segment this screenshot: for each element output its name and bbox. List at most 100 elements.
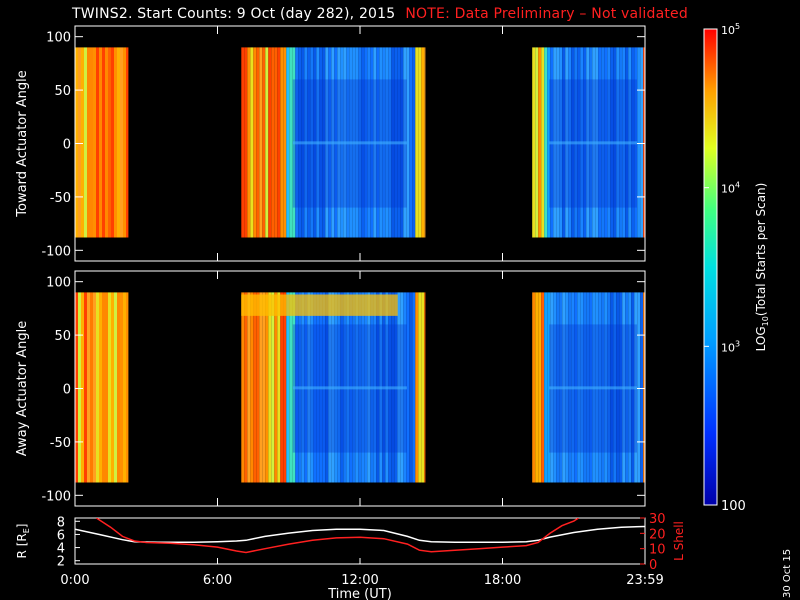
data-column	[120, 292, 123, 483]
y-tick-label: 8	[57, 515, 65, 530]
data-column	[637, 292, 641, 483]
data-column	[126, 292, 129, 483]
y-axis-label: Toward Actuator Angle	[15, 70, 30, 217]
data-column	[412, 292, 416, 483]
data-block	[75, 292, 129, 483]
y-axis-label-left: R [RE]	[15, 524, 31, 559]
x-tick-label: 6:00	[203, 573, 232, 588]
chart-title: TWINS2. Start Counts: 9 Oct (day 282), 2…	[72, 6, 688, 22]
data-column	[244, 47, 248, 238]
data-column	[259, 292, 263, 483]
preliminary-note: NOTE: Data Preliminary – Not validated	[405, 6, 688, 22]
y-tick-label: 0	[63, 138, 71, 153]
y2-tick-label: 10	[649, 543, 666, 558]
data-column	[268, 47, 272, 238]
data-column	[111, 47, 114, 238]
data-column	[93, 47, 96, 238]
orbit-frame	[74, 517, 646, 565]
data-column	[412, 47, 416, 238]
y-tick-label: -50	[50, 191, 71, 206]
data-column	[277, 47, 281, 238]
data-column	[418, 292, 422, 483]
data-column	[108, 47, 111, 238]
data-block	[241, 47, 426, 238]
data-column	[96, 47, 99, 238]
zero-band	[549, 141, 638, 145]
colorbar-tick-label: 103	[721, 339, 740, 354]
data-column	[78, 292, 81, 483]
x-tick-label: 18:00	[484, 573, 521, 588]
data-column	[105, 292, 108, 483]
heatmap-panel-toward: 100 50 0 -50 -100 Toward Actuator Angle	[15, 25, 646, 262]
data-column	[541, 47, 545, 238]
data-column	[120, 47, 123, 238]
data-column	[280, 292, 284, 483]
data-column	[286, 292, 290, 483]
data-column	[643, 292, 645, 483]
data-column	[108, 292, 111, 483]
data-column	[409, 47, 413, 238]
data-column	[544, 47, 548, 238]
lshell-series-line	[95, 518, 579, 554]
data-column	[424, 47, 426, 238]
y-tick-label: -100	[41, 489, 71, 504]
data-column	[90, 292, 93, 483]
data-column	[247, 292, 251, 483]
data-column	[415, 47, 419, 238]
y-tick-label: 4	[57, 542, 65, 557]
y-tick-label: 2	[57, 555, 65, 570]
data-column	[409, 292, 413, 483]
data-column	[274, 292, 278, 483]
data-column	[241, 292, 245, 483]
data-column	[75, 47, 78, 238]
colorbar-label: LOG10(Total Starts per Scan)	[754, 183, 770, 352]
data-column	[268, 292, 272, 483]
x-tick-label: 23:59	[626, 573, 663, 588]
data-column	[84, 47, 87, 238]
data-column	[415, 292, 419, 483]
data-column	[84, 292, 87, 483]
zero-band	[549, 386, 638, 390]
data-column	[114, 47, 117, 238]
y-tick-label: 50	[54, 84, 71, 99]
data-column	[538, 47, 542, 238]
x-axis-label: Time (UT)	[327, 587, 392, 600]
data-block	[241, 292, 426, 483]
x-tick-label: 0:00	[60, 573, 89, 588]
data-column	[424, 292, 426, 483]
data-column	[640, 47, 644, 238]
data-column	[78, 47, 81, 238]
data-column	[256, 292, 260, 483]
zero-band	[292, 386, 407, 390]
data-column	[283, 292, 287, 483]
data-column	[81, 47, 84, 238]
data-column	[105, 47, 108, 238]
data-column	[544, 292, 548, 483]
data-column	[96, 292, 99, 483]
data-column	[535, 292, 539, 483]
y-axis-label-right: L Shell	[672, 521, 686, 561]
data-column	[277, 292, 281, 483]
data-column	[640, 292, 644, 483]
data-column	[123, 47, 126, 238]
data-column	[532, 47, 536, 238]
data-column	[274, 47, 278, 238]
colorbar-gradient	[703, 28, 718, 506]
data-column	[262, 292, 266, 483]
data-column	[102, 47, 105, 238]
data-column	[99, 47, 102, 238]
data-column	[535, 47, 539, 238]
data-column	[271, 292, 275, 483]
data-column	[99, 292, 102, 483]
data-column	[421, 47, 425, 238]
data-column	[262, 47, 266, 238]
data-column	[421, 292, 425, 483]
y-tick-label: 0	[63, 383, 71, 398]
data-column	[286, 47, 290, 238]
data-column	[253, 292, 257, 483]
data-block	[532, 292, 645, 483]
title-text: TWINS2. Start Counts: 9 Oct (day 282), 2…	[72, 6, 396, 22]
data-column	[117, 292, 120, 483]
